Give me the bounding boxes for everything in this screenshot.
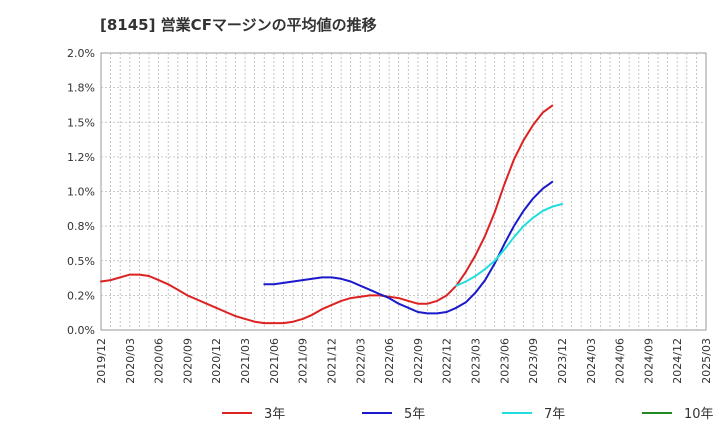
legend-label-4: 10年 xyxy=(684,407,714,422)
x-tick-label: 2024/03 xyxy=(585,338,598,384)
y-tick-label: 0.0% xyxy=(67,324,95,337)
x-tick-label: 2021/06 xyxy=(268,338,281,384)
x-tick-label: 2024/09 xyxy=(642,338,655,384)
x-tick-label: 2025/03 xyxy=(700,338,713,384)
x-tick-label: 2022/06 xyxy=(383,338,396,384)
x-tick-label: 2023/12 xyxy=(556,338,569,384)
x-tick-label: 2019/12 xyxy=(95,338,108,384)
chart-title: [8145] 営業CFマージンの平均値の推移 xyxy=(100,16,377,34)
y-tick-label: 1.5% xyxy=(67,116,95,129)
series-line-3 xyxy=(455,203,563,287)
y-axis: 0.0% 0.2% 0.5% 0.8% 1.0% 1.2% 1.5% 1.8% 2.0% xyxy=(67,47,95,337)
x-tick-label: 2020/03 xyxy=(124,338,137,384)
x-tick-label: 2020/12 xyxy=(210,338,223,384)
grid xyxy=(100,52,707,331)
x-tick-label: 2023/03 xyxy=(470,338,483,384)
x-tick-label: 2023/09 xyxy=(527,338,540,384)
x-tick-label: 2021/12 xyxy=(325,338,338,384)
x-tick-label: 2021/09 xyxy=(297,338,310,384)
y-tick-label: 2.0% xyxy=(67,47,95,60)
legend-label-1: 3年 xyxy=(264,407,285,422)
x-tick-label: 2024/12 xyxy=(671,338,684,384)
x-tick-label: 2021/03 xyxy=(239,338,252,384)
legend-label-3: 7年 xyxy=(544,407,565,422)
y-tick-label: 1.8% xyxy=(67,82,95,95)
x-tick-label: 2020/09 xyxy=(181,338,194,384)
series-lines xyxy=(100,104,563,325)
x-tick-label: 2020/06 xyxy=(153,338,166,384)
y-tick-label: 1.0% xyxy=(67,186,95,199)
y-tick-label: 0.2% xyxy=(67,289,95,302)
x-tick-label: 2022/12 xyxy=(441,338,454,384)
x-tick-label: 2022/03 xyxy=(354,338,367,384)
y-tick-label: 0.5% xyxy=(67,255,95,268)
x-axis: 2019/12 2020/03 2020/06 2020/09 2020/12 2021/… xyxy=(95,338,713,384)
legend-label-2: 5年 xyxy=(404,407,425,422)
x-tick-label: 2022/09 xyxy=(412,338,425,384)
x-tick-label: 2023/06 xyxy=(498,338,511,384)
y-tick-label: 1.2% xyxy=(67,151,95,164)
series-line-2 xyxy=(263,180,554,315)
legend: 3年 5年 7年 10年 xyxy=(222,407,714,422)
series-line-1 xyxy=(100,104,554,325)
y-tick-label: 0.8% xyxy=(67,220,95,233)
x-tick-label: 2024/06 xyxy=(614,338,627,384)
plot-area xyxy=(100,52,707,331)
